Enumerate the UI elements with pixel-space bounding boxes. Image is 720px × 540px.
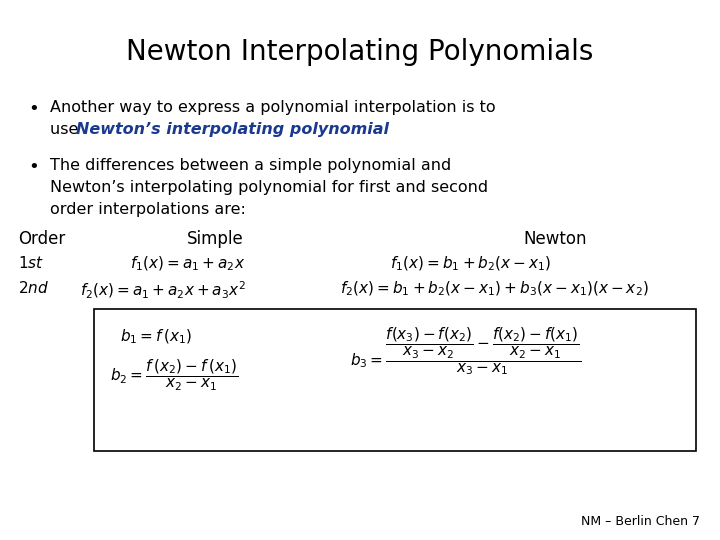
Text: $f_1(x)=a_1+a_2x$: $f_1(x)=a_1+a_2x$ — [130, 255, 246, 273]
Text: $f_2(x)=b_1+b_2(x-x_1)+b_3(x-x_1)(x-x_2)$: $f_2(x)=b_1+b_2(x-x_1)+b_3(x-x_1)(x-x_2)… — [340, 280, 649, 299]
Text: Another way to express a polynomial interpolation is to: Another way to express a polynomial inte… — [50, 100, 495, 115]
Text: $b_1 = f\,(x_1)$: $b_1 = f\,(x_1)$ — [120, 328, 192, 346]
Text: Simple: Simple — [186, 230, 243, 248]
Text: order interpolations are:: order interpolations are: — [50, 202, 246, 217]
Text: $2nd$: $2nd$ — [18, 280, 49, 296]
Text: $1st$: $1st$ — [18, 255, 44, 271]
Text: NM – Berlin Chen 7: NM – Berlin Chen 7 — [581, 515, 700, 528]
Text: $f_2(x)=a_1+a_2x+a_3x^2$: $f_2(x)=a_1+a_2x+a_3x^2$ — [80, 280, 246, 301]
Text: The differences between a simple polynomial and: The differences between a simple polynom… — [50, 158, 451, 173]
Text: •: • — [28, 158, 39, 176]
Text: use: use — [50, 122, 84, 137]
Text: Newton’s interpolating polynomial for first and second: Newton’s interpolating polynomial for fi… — [50, 180, 488, 195]
Text: Newton’s interpolating polynomial: Newton’s interpolating polynomial — [76, 122, 389, 137]
Text: Newton: Newton — [523, 230, 587, 248]
Text: $b_2 = \dfrac{f\,(x_2)-f\,(x_1)}{x_2-x_1}$: $b_2 = \dfrac{f\,(x_2)-f\,(x_1)}{x_2-x_1… — [110, 358, 238, 394]
Text: Newton Interpolating Polynomials: Newton Interpolating Polynomials — [126, 38, 594, 66]
Text: $b_3 = \dfrac{\dfrac{f(x_3)-f(x_2)}{x_3-x_2}-\dfrac{f(x_2)-f(x_1)}{x_2-x_1}}{x_3: $b_3 = \dfrac{\dfrac{f(x_3)-f(x_2)}{x_3-… — [350, 325, 582, 377]
Text: •: • — [28, 100, 39, 118]
Text: Order: Order — [18, 230, 66, 248]
FancyBboxPatch shape — [94, 309, 696, 451]
Text: $f_1(x)=b_1+b_2(x-x_1)$: $f_1(x)=b_1+b_2(x-x_1)$ — [390, 255, 552, 273]
